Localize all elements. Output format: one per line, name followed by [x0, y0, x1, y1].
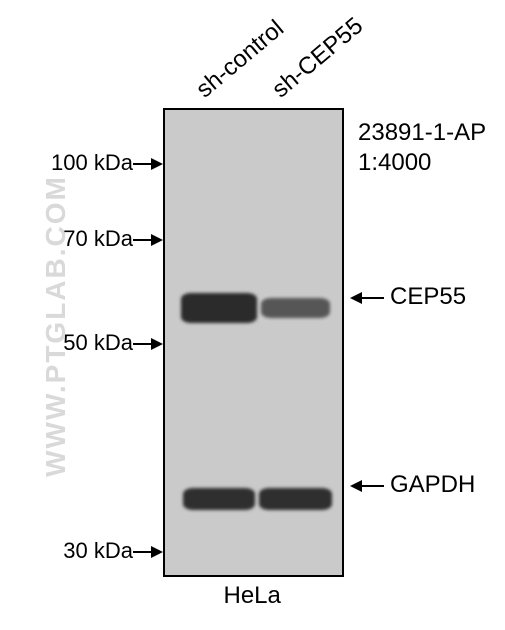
cell-line-label: HeLa: [224, 582, 281, 610]
arrow-right-icon: [133, 157, 163, 171]
arrow-left-icon: [350, 479, 384, 493]
protein-label-gapdh: GAPDH: [350, 471, 475, 499]
western-blot-figure: WWW.PTGLAB.COM sh-controlsh-CEP55 100 kD…: [0, 0, 505, 630]
mw-marker-50kda: 50 kDa: [48, 330, 163, 356]
antibody-dilution: 1:4000: [358, 148, 486, 178]
arrow-right-icon: [133, 233, 163, 247]
protein-label-text: GAPDH: [390, 471, 475, 498]
watermark: WWW.PTGLAB.COM: [40, 175, 72, 477]
antibody-info: 23891-1-AP 1:4000: [358, 118, 486, 178]
arrow-right-icon: [133, 545, 163, 559]
mw-marker-text: 50 kDa: [63, 330, 133, 355]
mw-marker-text: 100 kDa: [51, 150, 133, 175]
mw-marker-70kda: 70 kDa: [48, 226, 163, 252]
protein-label-text: CEP55: [390, 283, 466, 310]
blot-membrane: [163, 108, 344, 577]
band-cep55-lane-2: [261, 298, 330, 318]
band-gapdh-lane-2: [259, 488, 331, 510]
mw-marker-30kda: 30 kDa: [48, 538, 163, 564]
band-gapdh-lane-1: [183, 488, 255, 510]
mw-marker-100kda: 100 kDa: [48, 150, 163, 176]
protein-label-cep55: CEP55: [350, 283, 466, 311]
mw-marker-text: 70 kDa: [63, 226, 133, 251]
antibody-catalog: 23891-1-AP: [358, 118, 486, 148]
mw-marker-text: 30 kDa: [63, 538, 133, 563]
arrow-right-icon: [133, 337, 163, 351]
arrow-left-icon: [350, 291, 384, 305]
band-cep55-lane-1: [181, 293, 257, 323]
lane-label-2: sh-CEP55: [267, 12, 369, 104]
